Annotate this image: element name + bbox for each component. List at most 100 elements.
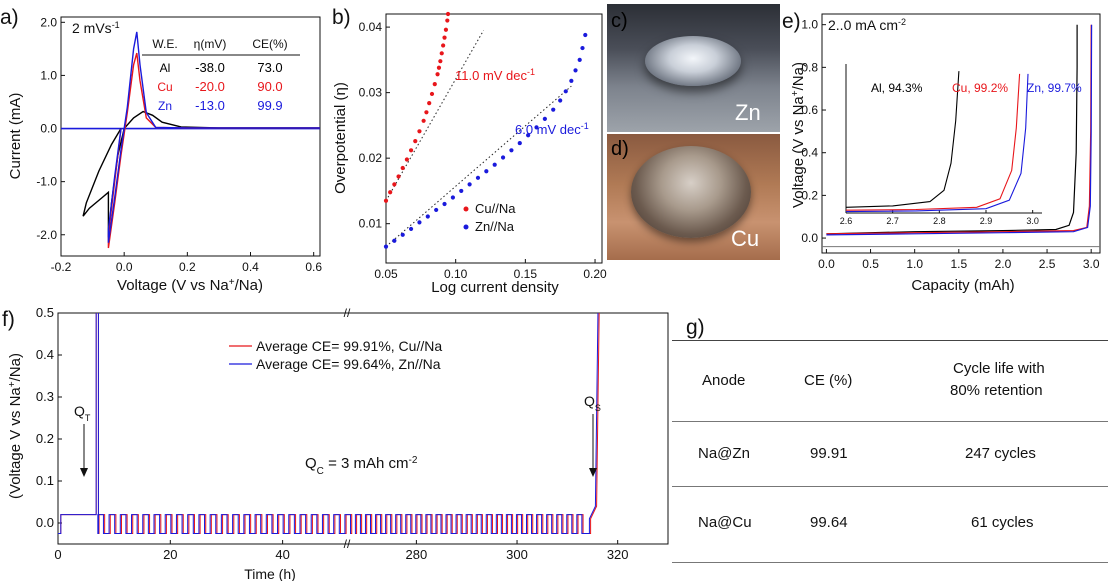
panel-g-label: g) bbox=[686, 316, 705, 339]
data-point-zn-na bbox=[500, 155, 506, 160]
y-axis-f-tick-label: 0.4 bbox=[36, 347, 54, 362]
inset-x-tick-label: 3.0 bbox=[1026, 216, 1039, 226]
inset-table-cell-name: Zn bbox=[158, 99, 172, 113]
y-axis-f-tick-label: 0.3 bbox=[36, 389, 54, 404]
data-point-cu-na bbox=[442, 35, 447, 40]
y-axis-a-tick-label: 0.0 bbox=[40, 122, 57, 136]
y-axis-label-f: (Voltage V vs Na+/Na) bbox=[7, 353, 25, 499]
data-point-zn-na bbox=[400, 232, 405, 237]
inset-x-tick-label: 2.7 bbox=[886, 216, 899, 226]
x-axis-e-tick-label: 0.0 bbox=[818, 257, 835, 271]
panel-b-label: b) bbox=[332, 6, 351, 29]
x-axis-label-e: Capacity (mAh) bbox=[911, 277, 1014, 294]
y-axis-e-tick-label: 0.6 bbox=[801, 103, 818, 117]
y-axis-label-b: Overpotential (η) bbox=[332, 82, 349, 194]
y-axis-f-tick-label: 0.5 bbox=[36, 305, 54, 320]
inset-series-al bbox=[845, 71, 960, 208]
y-axis-e-tick-label: 0.8 bbox=[801, 60, 818, 74]
data-point-zn-na bbox=[542, 116, 547, 121]
data-point-cu-na bbox=[438, 59, 443, 64]
chart-e: 0.0 0.5 1.0 1.5 2.0 2.5 3.0 0.0 0.2 0.4 0.6 0.8 1.0 2… bbox=[782, 10, 1101, 294]
inset-table-cell-name: Al bbox=[160, 61, 171, 75]
x-axis-e-tick-label: 0.5 bbox=[862, 257, 879, 271]
inset-table-cell-eta: -13.0 bbox=[195, 98, 225, 113]
fit-line bbox=[385, 85, 572, 247]
data-point-zn-na bbox=[467, 182, 472, 187]
x-axis-a-tick-label: 0.0 bbox=[116, 260, 133, 274]
data-point-zn-na bbox=[442, 201, 447, 207]
inset-x-tick-label: 2.9 bbox=[980, 216, 993, 226]
data-point-cu-na bbox=[396, 174, 401, 179]
qs-label: QS bbox=[584, 393, 601, 413]
data-point-zn-na bbox=[492, 162, 497, 167]
data-point-cu-na bbox=[429, 91, 435, 97]
photo-zn-droplet: c) Zn bbox=[607, 4, 780, 132]
data-point-zn-na bbox=[417, 220, 422, 225]
y-axis-f-tick-label: 0.0 bbox=[36, 515, 54, 530]
x-axis-e-tick-label: 2.5 bbox=[1039, 257, 1056, 271]
plot-frame-f bbox=[57, 312, 669, 545]
y-axis-a-tick-label: -2.0 bbox=[36, 228, 57, 242]
inset-series-zn bbox=[845, 73, 1029, 213]
qs-arrowhead bbox=[589, 468, 597, 477]
data-point-cu-na bbox=[400, 165, 405, 171]
axis-break-top: // bbox=[344, 306, 351, 320]
row-2-cycle-life: 61 cycles bbox=[971, 514, 1034, 531]
data-point-cu-na bbox=[404, 157, 410, 162]
y-axis-a-tick-label: 2.0 bbox=[40, 15, 57, 29]
data-point-cu-na bbox=[417, 129, 422, 134]
data-point-cu-na bbox=[421, 118, 426, 123]
plot-frame-e bbox=[821, 13, 1101, 254]
x-axis-f-tick-label: 280 bbox=[406, 547, 428, 562]
legend-label-cu: Average CE= 99.91%, Cu//Na bbox=[256, 338, 442, 354]
data-point-zn-na bbox=[392, 238, 397, 243]
photo-cu-droplet: d) Cu bbox=[607, 134, 780, 260]
data-point-cu-na bbox=[445, 18, 450, 23]
data-point-zn-na bbox=[450, 195, 455, 200]
inset-table-cell-eta: -20.0 bbox=[195, 79, 225, 94]
qt-label: QT bbox=[74, 403, 91, 423]
data-point-zn-na bbox=[383, 244, 389, 249]
panel-c-label: c) bbox=[611, 10, 628, 32]
inset-annotation-al: Al, 94.3% bbox=[871, 81, 923, 95]
y-axis-b-tick-label: 0.02 bbox=[359, 151, 383, 165]
data-point-zn-na bbox=[534, 125, 539, 130]
data-point-zn-na bbox=[434, 207, 439, 213]
x-axis-e-tick-label: 1.5 bbox=[950, 257, 967, 271]
legend-label: Cu//Na bbox=[475, 201, 516, 216]
data-point-zn-na bbox=[425, 214, 430, 219]
qc-label: QC = 3 mAh cm-2 bbox=[305, 455, 418, 477]
qt-arrowhead bbox=[80, 468, 88, 477]
x-axis-e-tick-label: 1.0 bbox=[906, 257, 923, 271]
legend-label: Zn//Na bbox=[475, 219, 515, 234]
row-2-anode: Na@Cu bbox=[698, 514, 752, 531]
data-point-zn-na bbox=[526, 133, 531, 138]
col-header-anode: Anode bbox=[702, 372, 746, 389]
data-point-cu-na bbox=[443, 27, 449, 32]
inset-table-cell-eta: -38.0 bbox=[195, 60, 225, 75]
slope-label-cu: 11.0 mV dec-1 bbox=[455, 67, 535, 83]
data-point-zn-na bbox=[517, 140, 522, 146]
x-axis-f-tick-label: 40 bbox=[275, 547, 289, 562]
y-axis-e-tick-label: 0.0 bbox=[801, 231, 818, 245]
data-point-zn-na bbox=[580, 45, 585, 51]
inset-table-cell-ce: 90.0 bbox=[257, 79, 282, 94]
data-point-cu-na bbox=[435, 72, 440, 77]
data-point-cu-na bbox=[439, 51, 444, 56]
summary-table: Anode CE (%) Cycle life with 80% retenti… bbox=[672, 340, 1108, 564]
x-axis-f-tick-label: 300 bbox=[506, 547, 528, 562]
data-point-cu-na bbox=[408, 148, 414, 153]
data-point-cu-na bbox=[392, 182, 397, 187]
plot-frame-b bbox=[385, 13, 603, 264]
panel-d-label: d) bbox=[611, 138, 629, 160]
col-header-cycle-life-2: 80% retention bbox=[950, 382, 1043, 399]
chart-b: 0.05 0.10 0.15 0.20 0.01 0.02 0.03 0.04 11.0 mV … bbox=[332, 11, 607, 296]
x-axis-b-tick-label: 0.05 bbox=[374, 267, 398, 281]
x-axis-a-tick-label: 0.6 bbox=[305, 260, 322, 274]
col-header-ce: CE (%) bbox=[804, 372, 853, 389]
data-point-cu-na bbox=[383, 198, 389, 203]
y-axis-f-tick-label: 0.2 bbox=[36, 431, 54, 446]
row-1-cycle-life: 247 cycles bbox=[965, 445, 1036, 462]
data-point-cu-na bbox=[388, 190, 393, 195]
y-axis-e-tick-label: 0.4 bbox=[801, 146, 818, 160]
